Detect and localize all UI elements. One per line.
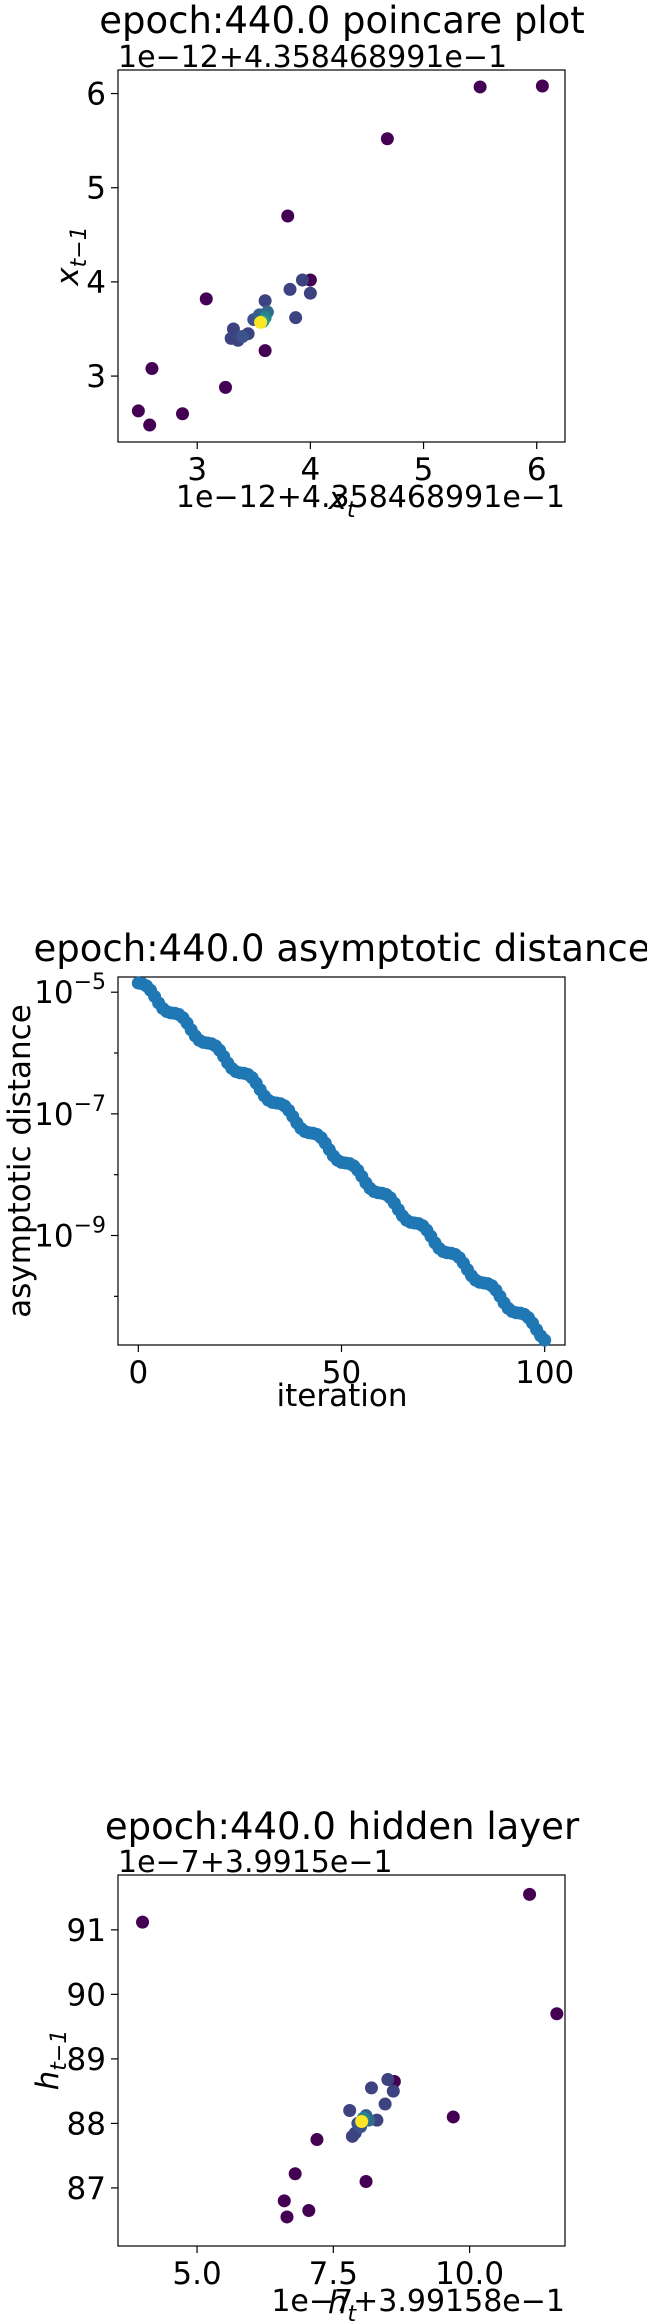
poincare-point (258, 344, 272, 358)
asymptotic-distance-x-tick-label: 50 (322, 1355, 361, 1391)
poincare-points (131, 79, 549, 432)
poincare-point (283, 282, 297, 296)
poincare-point (143, 418, 157, 432)
hidden-layer-point (359, 2174, 373, 2188)
hidden-layer-point (280, 2210, 294, 2224)
hidden-layer-frame (117, 1874, 566, 2247)
poincare-y-tick-label: 3 (86, 359, 106, 395)
hidden-layer-panel: epoch:440.0 hidden layer 1e−7+3.9915e−1 … (30, 1805, 580, 2323)
hidden-layer-x-axis-label-main: h (328, 2285, 348, 2321)
hidden-layer-y-tick-label: 88 (67, 2106, 106, 2142)
hidden-layer-y-offset-text: 1e−7+3.9915e−1 (118, 1845, 393, 1880)
hidden-layer-x-offset-text: 1e−7+3.99158e−1 (271, 2284, 565, 2319)
hidden-layer-y-tick-label: 89 (67, 2042, 106, 2078)
hidden-layer-point (523, 1887, 537, 1901)
hidden-layer-y-tick-label: 91 (67, 1913, 106, 1949)
poincare-point (219, 380, 233, 394)
hidden-layer-x-tick-label: 7.5 (309, 2256, 358, 2292)
asymptotic-distance-point (538, 1333, 552, 1347)
poincare-plot-panel: epoch:440.0 poincare plot 1e−12+4.358468… (50, 0, 585, 523)
asymptotic-distance-points (131, 976, 552, 1347)
asymptotic-distance-title: epoch:440.0 asymptotic distance (33, 927, 647, 970)
poincare-x-tick-label: 6 (527, 452, 547, 488)
poincare-y-tick-label: 4 (86, 265, 106, 301)
hidden-layer-point (381, 2073, 395, 2087)
asymptotic-distance-y-tick-base: 10 (34, 975, 73, 1011)
poincare-point (235, 330, 249, 344)
hidden-layer-y-axis-label-sub: t−1 (47, 2030, 72, 2071)
hidden-layer-y-axis-label: ht−1 (30, 2030, 72, 2091)
asymptotic-distance-y-tick-label: 10−7 (34, 1092, 106, 1133)
hidden-layer-x-axis-label-sub: t (348, 2302, 358, 2323)
poincare-y-tick-label: 6 (86, 77, 106, 113)
poincare-point (535, 79, 549, 93)
asymptotic-distance-x-tick-label: 100 (515, 1355, 574, 1391)
hidden-layer-point (302, 2204, 316, 2218)
asymptotic-distance-y-tick-base: 10 (34, 1097, 73, 1133)
hidden-layer-title: epoch:440.0 hidden layer (105, 1805, 580, 1848)
asymptotic-distance-x-axis-label: iteration (277, 1378, 408, 1414)
poincare-y-axis-label-main: x (50, 267, 86, 287)
hidden-layer-point (364, 2081, 378, 2095)
poincare-plot-title: epoch:440.0 poincare plot (99, 0, 585, 42)
hidden-layer-point (446, 2110, 460, 2124)
poincare-point (254, 315, 268, 329)
hidden-layer-x-tick-label: 10.0 (435, 2256, 504, 2292)
asymptotic-distance-y-tick-exponent: −7 (74, 1092, 106, 1117)
hidden-layer-point (288, 2167, 302, 2181)
poincare-point (258, 294, 272, 308)
poincare-x-offset-text: 1e−12+4.358468991e−1 (176, 480, 565, 515)
hidden-layer-point (277, 2194, 291, 2208)
poincare-point (473, 80, 487, 94)
poincare-x-axis-label-sub: t (347, 498, 357, 523)
asymptotic-distance-panel: epoch:440.0 asymptotic distance 0 50 100 10… (2, 927, 647, 1414)
hidden-layer-point (386, 2084, 400, 2098)
poincare-axis-ticks: 3 4 5 6 3 4 5 6 (86, 77, 546, 488)
hidden-layer-y-axis-label-main: h (30, 2071, 66, 2091)
hidden-layer-point (136, 1915, 150, 1929)
poincare-y-axis-label: xt−1 (50, 226, 92, 286)
poincare-point (289, 311, 303, 325)
poincare-point (176, 407, 190, 421)
poincare-x-tick-label: 3 (187, 452, 207, 488)
asymptotic-distance-x-tick-label: 0 (128, 1355, 148, 1391)
poincare-y-tick-label: 5 (86, 171, 106, 207)
hidden-layer-x-tick-label: 5.0 (172, 2256, 221, 2292)
poincare-point (380, 132, 394, 146)
poincare-point (303, 286, 317, 300)
asymptotic-distance-y-tick-label: 10−5 (34, 970, 106, 1011)
poincare-point (199, 292, 213, 306)
hidden-layer-y-tick-label: 90 (67, 1977, 106, 2013)
hidden-layer-point (550, 2007, 564, 2021)
asymptotic-distance-y-tick-label: 10−9 (34, 1214, 106, 1255)
poincare-y-axis-label-sub: t−1 (67, 226, 92, 267)
hidden-layer-x-axis-label: ht (328, 2285, 358, 2323)
hidden-layer-point (310, 2133, 324, 2147)
poincare-x-axis-label-main: x (328, 481, 348, 517)
poincare-x-tick-label: 5 (414, 452, 434, 488)
poincare-point (295, 273, 309, 287)
poincare-x-axis-label: xt (328, 481, 357, 523)
hidden-layer-axis-ticks: 5.0 7.5 10.0 87 88 89 90 91 (67, 1913, 505, 2292)
asymptotic-distance-y-tick-exponent: −5 (74, 970, 106, 995)
asymptotic-distance-y-tick-exponent: −9 (74, 1214, 106, 1239)
poincare-plot-frame (117, 69, 566, 443)
poincare-point (281, 209, 295, 223)
hidden-layer-point (343, 2104, 357, 2118)
asymptotic-distance-y-axis-label: asymptotic distance (2, 1004, 38, 1318)
hidden-layer-y-tick-label: 87 (67, 2171, 106, 2207)
hidden-layer-point (355, 2114, 369, 2128)
poincare-y-offset-text: 1e−12+4.358468991e−1 (118, 40, 507, 75)
poincare-x-tick-label: 4 (301, 452, 321, 488)
poincare-point (131, 404, 145, 418)
hidden-layer-point (378, 2097, 392, 2111)
poincare-point (145, 362, 159, 376)
hidden-layer-points (136, 1887, 564, 2224)
asymptotic-distance-y-tick-base: 10 (34, 1219, 73, 1255)
